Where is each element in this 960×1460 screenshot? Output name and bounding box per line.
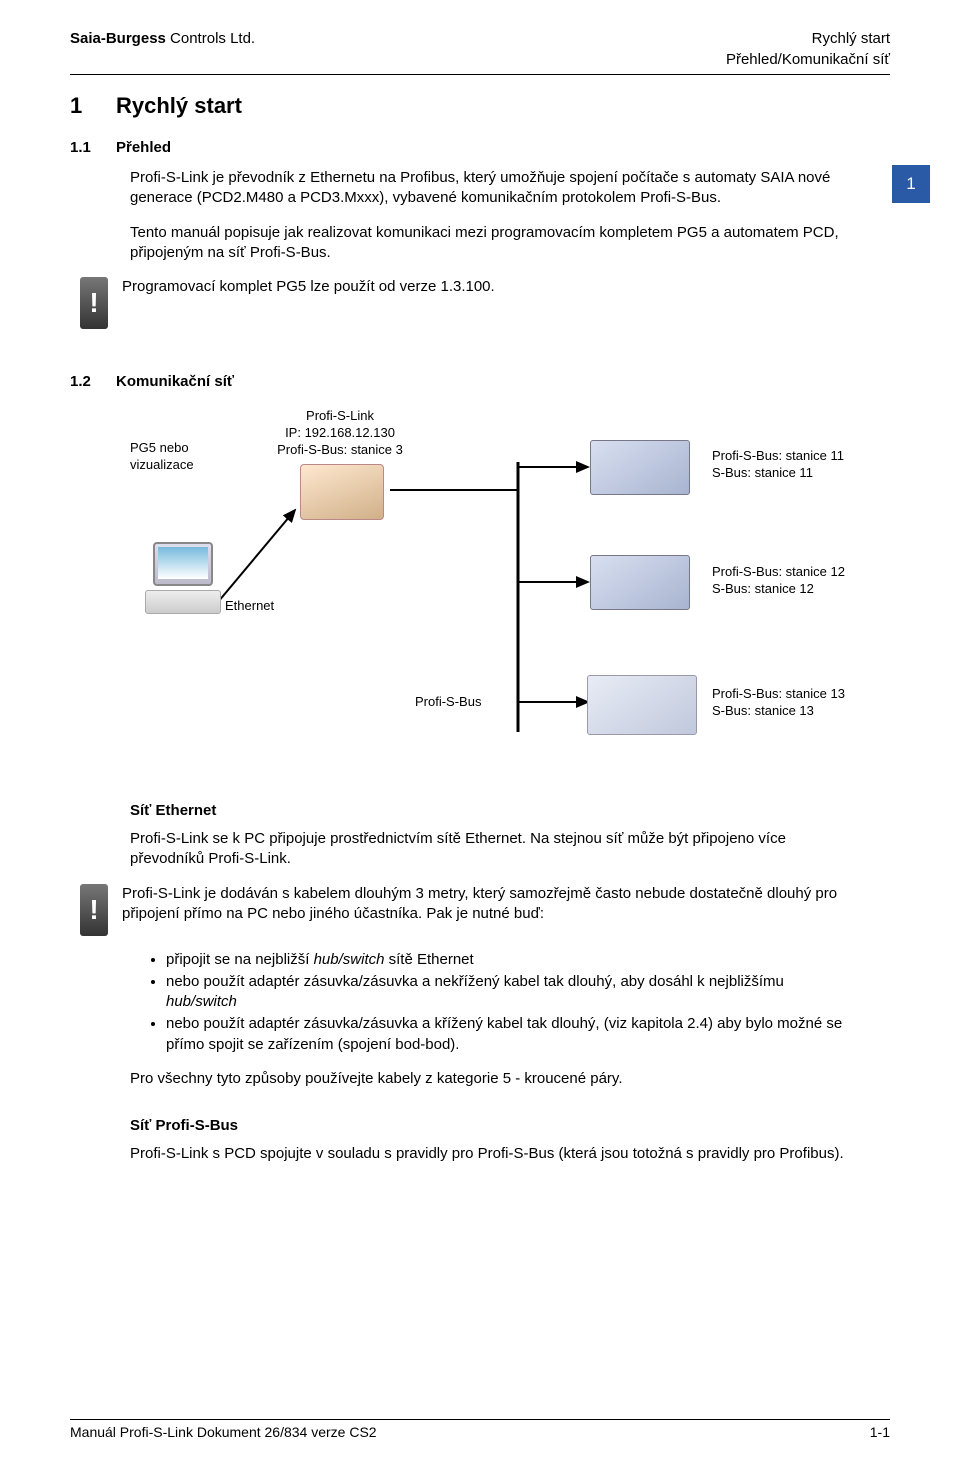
bullets-block: připojit se na nejbližší hub/switch sítě… [130, 950, 850, 1165]
link-l3: Profi-S-Bus: stanice 3 [277, 442, 403, 457]
page-subheader: Přehled/Komunikační síť [70, 51, 890, 68]
network-diagram: PG5 nebo vizualizace Profi-S-Link IP: 19… [90, 402, 870, 782]
h2-num: 1.2 [70, 373, 116, 390]
warning-text: Profi-S-Link je dodáván s kabelem dlouhý… [122, 884, 850, 925]
para: Profi-S-Link je převodník z Ethernetu na… [130, 168, 850, 209]
exclamation-icon: ! [80, 277, 108, 329]
heading-1: 1Rychlý start [70, 93, 890, 119]
station-11-device-icon [590, 440, 690, 495]
b1b: hub/switch [314, 951, 385, 968]
warning-text: Programovací komplet PG5 lze použít od v… [122, 277, 850, 297]
footer-row: Manuál Profi-S-Link Dokument 26/834 verz… [70, 1424, 890, 1440]
b2b: hub/switch [166, 993, 237, 1010]
heading-1-1: 1.1Přehled [70, 139, 890, 156]
exclamation-icon: ! [80, 884, 108, 936]
company-name: Saia-Burgess Controls Ltd. [70, 30, 255, 47]
label-station-13: Profi-S-Bus: stanice 13 S-Bus: stanice 1… [712, 686, 845, 720]
list-item: nebo použít adaptér zásuvka/zásuvka a ne… [166, 972, 850, 1013]
st11-l1: Profi-S-Bus: stanice 11 [712, 448, 844, 463]
warning-block: ! Programovací komplet PG5 lze použít od… [70, 277, 890, 329]
pg5-l1: PG5 nebo [130, 440, 189, 455]
label-link: Profi-S-Link IP: 192.168.12.130 Profi-S-… [260, 408, 420, 459]
heading-1-2: 1.2Komunikační síť [70, 373, 890, 390]
section-1-2-body: Síť Ethernet Profi-S-Link se k PC připoj… [130, 802, 850, 870]
warning-block: ! Profi-S-Link je dodáván s kabelem dlou… [70, 884, 890, 936]
chapter-badge: 1 [892, 165, 930, 203]
label-pg5: PG5 nebo vizualizace [130, 440, 194, 474]
st13-l2: S-Bus: stanice 13 [712, 703, 814, 718]
b2a: nebo použít adaptér zásuvka/zásuvka a ne… [166, 973, 784, 990]
label-station-11: Profi-S-Bus: stanice 11 S-Bus: stanice 1… [712, 448, 844, 482]
doc-type: Rychlý start [812, 30, 890, 47]
page-header: Saia-Burgess Controls Ltd. Rychlý start [70, 30, 890, 47]
pc-icon [145, 542, 223, 620]
pg5-l2: vizualizace [130, 457, 194, 472]
station-12-device-icon [590, 555, 690, 610]
para: Tento manuál popisuje jak realizovat kom… [130, 223, 850, 264]
label-profisbus: Profi-S-Bus [415, 694, 481, 711]
b3: nebo použít adaptér zásuvka/zásuvka a kř… [166, 1015, 842, 1052]
h1-text: Rychlý start [116, 93, 242, 118]
company-bold: Saia-Burgess [70, 30, 166, 47]
list-item: nebo použít adaptér zásuvka/zásuvka a kř… [166, 1014, 850, 1055]
footer-left: Manuál Profi-S-Link Dokument 26/834 verz… [70, 1424, 377, 1440]
st12-l1: Profi-S-Bus: stanice 12 [712, 564, 845, 579]
station-13-device-icon [587, 675, 697, 735]
list-item: připojit se na nejbližší hub/switch sítě… [166, 950, 850, 970]
profi-s-link-device-icon [300, 464, 384, 520]
st12-l2: S-Bus: stanice 12 [712, 581, 814, 596]
para: Profi-S-Link se k PC připojuje prostředn… [130, 829, 850, 870]
header-rule [70, 74, 890, 75]
link-l1: Profi-S-Link [306, 408, 374, 423]
bullet-list: připojit se na nejbližší hub/switch sítě… [166, 950, 850, 1055]
footer-right: 1-1 [870, 1424, 890, 1440]
label-station-12: Profi-S-Bus: stanice 12 S-Bus: stanice 1… [712, 564, 845, 598]
label-ethernet: Ethernet [225, 598, 274, 615]
para: Pro všechny tyto způsoby používejte kabe… [130, 1069, 850, 1089]
subheading-profisbus: Síť Profi-S-Bus [130, 1117, 850, 1134]
link-l2: IP: 192.168.12.130 [285, 425, 395, 440]
h1-num: 1 [70, 93, 116, 119]
footer-rule [70, 1419, 890, 1420]
st11-l2: S-Bus: stanice 11 [712, 465, 813, 480]
b1c: sítě Ethernet [384, 951, 473, 968]
h2-num: 1.1 [70, 139, 116, 156]
h2-text: Přehled [116, 139, 171, 156]
h2-text: Komunikační síť [116, 373, 234, 390]
b1a: připojit se na nejbližší [166, 951, 314, 968]
subheading-ethernet: Síť Ethernet [130, 802, 850, 819]
section-1-1-body: Profi-S-Link je převodník z Ethernetu na… [130, 168, 850, 263]
para: Profi-S-Link s PCD spojujte v souladu s … [130, 1144, 850, 1164]
company-rest: Controls Ltd. [166, 30, 255, 47]
st13-l1: Profi-S-Bus: stanice 13 [712, 686, 845, 701]
page-footer: Manuál Profi-S-Link Dokument 26/834 verz… [70, 1419, 890, 1440]
